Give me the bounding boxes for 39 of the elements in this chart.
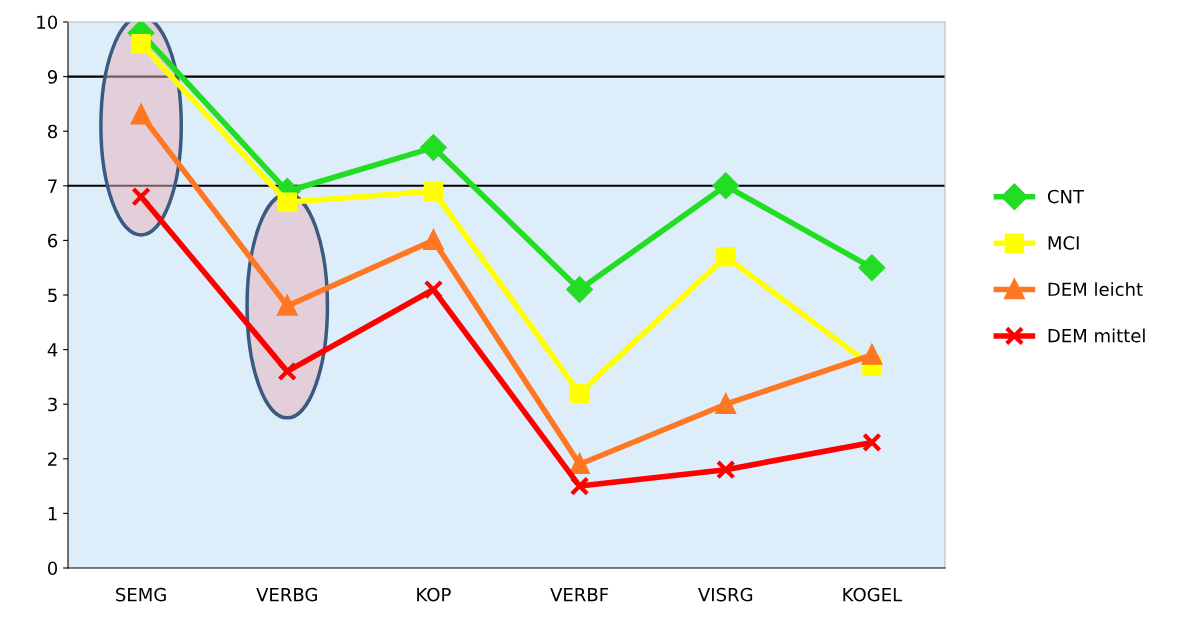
y-tick-label: 6 (48, 233, 58, 248)
point (712, 172, 739, 199)
y-tick-label: 2 (48, 452, 57, 466)
y-tick-label: 5 (48, 288, 57, 303)
y-tick-label: 9 (47, 70, 58, 84)
legend-label: MCI (1048, 236, 1079, 250)
point (569, 476, 590, 496)
y-tick-label: 7 (48, 179, 57, 193)
x-tick-label: SEMG (116, 587, 166, 602)
point (131, 186, 151, 207)
x-tick-label: VISRG (698, 587, 753, 602)
x-tick-label: KOGEL (843, 587, 903, 602)
y-tick-label: 0 (47, 561, 58, 576)
point (862, 432, 882, 453)
x-tick-label: VERBG (256, 587, 317, 602)
point (566, 276, 593, 303)
point (569, 383, 590, 404)
y-tick-label: 10 (37, 15, 58, 30)
x-tick-label: KOP (417, 587, 451, 602)
point (716, 394, 736, 414)
legend-label: CNT (1047, 189, 1085, 204)
y-tick-label: 1 (48, 507, 57, 521)
point (422, 228, 445, 251)
point (569, 452, 591, 474)
y-tick-label: 3 (48, 397, 57, 412)
y-tick-label: 4 (47, 343, 58, 357)
y-tick-label: 8 (48, 124, 58, 139)
point (859, 254, 885, 281)
point (131, 34, 151, 54)
point (277, 361, 297, 382)
point (716, 459, 736, 480)
point (420, 134, 447, 161)
point (423, 181, 444, 201)
x-tick-label: VERBF (550, 588, 609, 602)
legend-label: DEM leicht (1048, 282, 1143, 297)
point (716, 247, 736, 267)
legend-label: DEM mittel (1048, 328, 1145, 343)
point (423, 279, 444, 300)
point (277, 192, 297, 212)
